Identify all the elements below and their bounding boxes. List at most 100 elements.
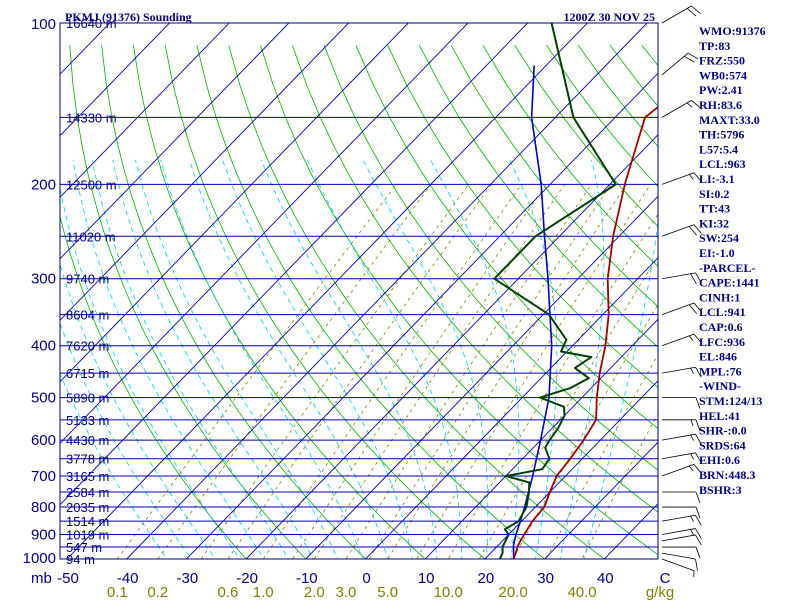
index-entry: SI:0.2 (699, 187, 729, 201)
wind-barb (662, 546, 701, 559)
dry-adiabat (419, 45, 658, 348)
wind-barb (661, 528, 702, 539)
mixing-ratio-line (416, 184, 651, 559)
pressure-tick-label: 500 (31, 390, 56, 407)
index-entry: CINH:1 (699, 290, 740, 304)
index-entry: TT:43 (699, 202, 730, 216)
temperature-tick-label: 40 (597, 570, 614, 587)
mixing-ratio-tick-label: 0.6 (217, 584, 238, 600)
wind-barb-shaft (661, 534, 696, 542)
temperature-tick-label: 10 (418, 570, 435, 587)
wind-barb (661, 172, 702, 185)
wind-barb-half-flag (688, 335, 694, 341)
isotherm (245, 134, 658, 559)
dry-adiabat (260, 45, 658, 556)
index-entry: CAPE:1441 (699, 276, 760, 290)
dry-adiabat (196, 45, 546, 559)
dry-adiabat (69, 45, 307, 559)
isotherm (305, 195, 658, 559)
height-label: 2584 m (66, 485, 109, 500)
pressure-tick-label: 1000 (23, 550, 56, 567)
wind-barb-half-flag (688, 465, 694, 472)
index-entry: LCL:941 (699, 305, 746, 319)
index-entry: FRZ:550 (699, 54, 745, 68)
height-label: 9740 m (66, 272, 109, 287)
isotherm (543, 441, 658, 559)
index-entry: HEL:41 (699, 409, 740, 423)
wind-barb-shaft (661, 366, 696, 374)
moist-adiabat (112, 159, 314, 559)
temperature-tick-label: -10 (296, 570, 318, 587)
wind-barb-flag (691, 100, 701, 109)
height-label: 547 m (66, 540, 102, 555)
wind-barb-half-flag (690, 515, 694, 522)
isotherm (60, 23, 171, 137)
moist-adiabat (559, 159, 605, 559)
wind-barb-half-flag (690, 419, 694, 426)
moist-adiabat (91, 159, 289, 559)
height-label: 6715 m (66, 366, 109, 381)
mixing-ratio-tick-label: 1.0 (253, 584, 274, 600)
x-axis-unit-left: mb (31, 570, 52, 587)
moist-adiabat (135, 159, 339, 559)
moist-adiabat (307, 159, 463, 559)
dry-adiabat (387, 45, 658, 389)
pressure-tick-label: 300 (31, 271, 56, 288)
mixing-ratio-tick-label: 0.2 (147, 584, 168, 600)
wind-barb-flag (690, 273, 697, 285)
height-label: 7620 m (66, 339, 109, 354)
moist-adiabat (509, 159, 558, 559)
wind-barb-flag (684, 55, 695, 63)
mixing-ratio-tick-label: 5.0 (377, 584, 398, 600)
wind-barb (661, 433, 702, 445)
wind-barb-flag (693, 172, 702, 182)
wind-barb-shaft (661, 333, 695, 347)
height-label: 12500 m (66, 177, 117, 192)
wind-barb-shaft (661, 100, 692, 118)
wind-barb-flag (695, 528, 702, 539)
height-label: 14330 m (66, 110, 117, 125)
mixing-ratio-line (262, 184, 522, 559)
height-label: 11020 m (66, 229, 116, 244)
isotherm (60, 23, 350, 321)
wind-barb (661, 514, 702, 526)
dry-adiabat (101, 45, 367, 559)
wind-barb-shaft (661, 514, 696, 522)
temperature-tick-label: 0 (362, 570, 370, 587)
temperature-tick-label: 30 (537, 570, 554, 587)
index-entry: L57:5.4 (699, 142, 738, 156)
temperature-tick-label: 20 (478, 570, 495, 587)
index-entry: SW:254 (699, 231, 739, 245)
diagram-grid (60, 23, 658, 559)
isotherm (60, 23, 290, 260)
wind-barb (662, 397, 701, 409)
temperature-tick-label: C (660, 570, 671, 587)
height-label: 4430 m (66, 433, 109, 448)
index-entry: STM:124/13 (699, 394, 762, 408)
chart-title: PKMJ (91376) Sounding (65, 10, 192, 24)
wind-barb-half-flag (690, 434, 694, 441)
mixing-ratio-tick-label: 20.0 (498, 584, 527, 600)
wind-barb-flag (695, 367, 702, 378)
isotherm (484, 380, 658, 559)
pressure-tick-label: 900 (31, 526, 56, 543)
wind-barb (661, 534, 702, 546)
pressure-tick-label: 400 (31, 338, 56, 355)
isotherm (66, 23, 589, 559)
wind-barb-half-flag (690, 367, 694, 374)
moist-adiabat (60, 372, 168, 559)
wind-barb-flag (686, 8, 697, 17)
wind-barb (661, 552, 698, 571)
wind-barb (662, 491, 701, 504)
index-entry: LI:-3.1 (699, 172, 735, 186)
wind-barb-flag (695, 419, 701, 431)
temperature-tick-label: -30 (177, 570, 199, 587)
mixing-ratio-line (581, 412, 658, 559)
height-label: 16640 m (66, 16, 117, 31)
height-label: 5890 m (66, 391, 109, 406)
x-axis-unit-right: g/kg (646, 584, 674, 600)
index-entry: MPL:76 (699, 364, 742, 378)
moist-adiabat (362, 159, 489, 559)
wind-barb-flag (695, 546, 701, 559)
